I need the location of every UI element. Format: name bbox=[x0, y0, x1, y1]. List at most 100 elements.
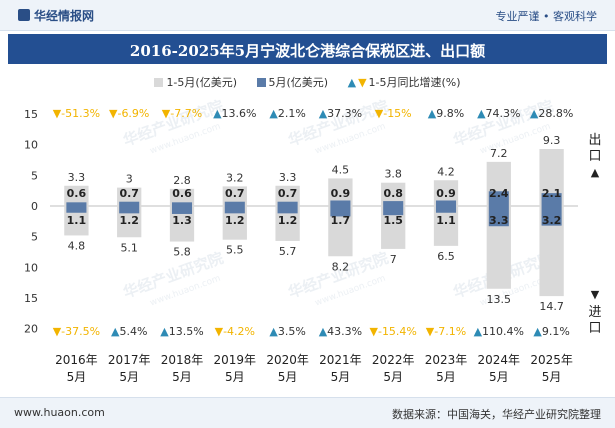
growth-label-down: ▼-4.2% bbox=[215, 325, 255, 338]
footer-bar: www.huaon.com 数据来源：中国海关，华经产业研究院整理 bbox=[0, 397, 615, 428]
month-box bbox=[488, 191, 509, 227]
growth-value: -7.7% bbox=[170, 107, 202, 120]
import-cum-label: 8.2 bbox=[332, 260, 350, 273]
up-triangle-icon: ▲ bbox=[530, 107, 539, 120]
y-tick-label: 15 bbox=[24, 292, 38, 305]
month-box bbox=[171, 202, 193, 214]
import-cum-label: 5.1 bbox=[120, 241, 138, 254]
import-side-label: 进 bbox=[588, 305, 601, 320]
month-box bbox=[330, 200, 351, 217]
footer-source: 数据来源：中国海关，华经产业研究院整理 bbox=[392, 408, 601, 421]
import-month-label: 1.1 bbox=[67, 214, 87, 227]
export-month-label: 0.7 bbox=[119, 187, 139, 200]
title-bar: 2016-2025年5月宁波北仑港综合保税区进、出口额 bbox=[8, 34, 607, 64]
growth-value: 3.5% bbox=[278, 325, 306, 338]
x-tick-label-year: 2017年 bbox=[108, 353, 151, 367]
legend-growth-label: 1-5月同比增速(%) bbox=[368, 76, 461, 89]
growth-labels: ▼-51.3%▼-37.5%▼-6.9%▲5.4%▼-7.7%▲13.5%▲13… bbox=[53, 107, 574, 338]
tagline: 专业严谨 • 客观科学 bbox=[495, 10, 597, 23]
growth-value: 74.3% bbox=[486, 107, 521, 120]
x-tick-label-year: 2024年 bbox=[478, 353, 521, 367]
down-triangle-icon: ▼ bbox=[375, 107, 384, 120]
growth-label-up: ▲5.4% bbox=[111, 325, 147, 338]
growth-label-up: ▲37.3% bbox=[319, 107, 362, 120]
month-box bbox=[541, 193, 562, 226]
import-month-label: 1.1 bbox=[436, 214, 456, 227]
cumulative-bar bbox=[169, 188, 195, 242]
legend-month-label: 5月(亿美元) bbox=[268, 76, 329, 89]
down-triangle-icon: ▼ bbox=[426, 325, 435, 338]
growth-label-down: ▼-15% bbox=[375, 107, 412, 120]
site-logo[interactable]: 华经情报网 bbox=[18, 7, 94, 24]
x-tick-label-month: 5月 bbox=[119, 370, 139, 384]
down-triangle-icon: ▼ bbox=[370, 325, 379, 338]
export-month-label: 0.8 bbox=[383, 187, 403, 200]
growth-label-down: ▼-37.5% bbox=[53, 325, 100, 338]
export-cum-label: 3.3 bbox=[68, 171, 86, 184]
export-cum-label: 3.3 bbox=[279, 171, 297, 184]
up-triangle-icon: ▲ bbox=[347, 76, 357, 89]
growth-value: 13.6% bbox=[222, 107, 257, 120]
import-side-label: 口 bbox=[588, 321, 601, 336]
y-axis-ticks: 15 10 5 0 5 10 15 20 bbox=[24, 108, 38, 336]
up-triangle-icon: ▲ bbox=[269, 107, 278, 120]
x-tick-label-year: 2020年 bbox=[266, 353, 309, 367]
x-tick-label-month: 5月 bbox=[331, 370, 351, 384]
export-month-label: 0.9 bbox=[436, 187, 456, 200]
import-cum-label: 13.5 bbox=[487, 293, 512, 306]
month-box bbox=[119, 201, 140, 214]
month-box bbox=[383, 201, 404, 216]
down-triangle-icon: ▼ bbox=[53, 107, 62, 120]
import-month-label: 1.2 bbox=[225, 214, 245, 227]
x-tick-label-year: 2023年 bbox=[425, 353, 468, 367]
x-tick-label-month: 5月 bbox=[278, 370, 298, 384]
up-triangle-icon: ▲ bbox=[213, 107, 222, 120]
x-tick-label-month: 5月 bbox=[67, 370, 87, 384]
x-tick-label-year: 2016年 bbox=[55, 353, 98, 367]
export-cum-label: 7.2 bbox=[490, 147, 508, 160]
x-tick-label-year: 2025年 bbox=[530, 353, 573, 367]
growth-label-up: ▲9.1% bbox=[533, 325, 569, 338]
export-cum-label: 2.8 bbox=[173, 174, 191, 187]
growth-value: 9.1% bbox=[542, 325, 570, 338]
footer-url[interactable]: www.huaon.com bbox=[14, 406, 105, 419]
month-boxes bbox=[66, 191, 562, 227]
chart-legend: 1-5月(亿美元) 5月(亿美元) ▲ ▼ 1-5月同比增速(%) bbox=[0, 74, 615, 90]
legend-cumulative-label: 1-5月(亿美元) bbox=[166, 76, 237, 89]
x-tick-label-month: 5月 bbox=[383, 370, 403, 384]
import-cum-label: 5.7 bbox=[279, 245, 297, 258]
export-side-label: 口 bbox=[588, 149, 601, 164]
month-box bbox=[224, 201, 245, 214]
cumulative-bar bbox=[381, 182, 406, 249]
x-tick-label-month: 5月 bbox=[489, 370, 509, 384]
import-month-label: 1.7 bbox=[331, 214, 351, 227]
x-tick-label-year: 2019年 bbox=[214, 353, 257, 367]
growth-label-up: ▲110.4% bbox=[474, 325, 524, 338]
export-month-label: 0.7 bbox=[225, 187, 245, 200]
up-triangle-icon: ▲ bbox=[474, 325, 483, 338]
import-cum-label: 5.8 bbox=[173, 246, 191, 259]
growth-label-up: ▲3.5% bbox=[269, 325, 305, 338]
legend-cumulative: 1-5月(亿美元) bbox=[154, 74, 237, 90]
export-cum-label: 3.2 bbox=[226, 171, 244, 184]
growth-value: -51.3% bbox=[61, 107, 100, 120]
x-tick-label-year: 2022年 bbox=[372, 353, 415, 367]
export-month-label: 2.4 bbox=[489, 187, 509, 200]
logo-icon bbox=[18, 9, 30, 21]
import-month-label: 3.2 bbox=[542, 214, 562, 227]
growth-label-up: ▲9.8% bbox=[428, 107, 464, 120]
data-labels: 3.3 4.8 0.6 1.1 3 5.1 0.7 1.2 2.8 5.8 0.6 1.3 3.2 5.5… bbox=[67, 134, 564, 313]
growth-value: 43.3% bbox=[327, 325, 362, 338]
growth-value: 5.4% bbox=[119, 325, 147, 338]
down-triangle-icon: ▼ bbox=[53, 325, 62, 338]
export-month-label: 0.7 bbox=[278, 187, 298, 200]
export-cum-label: 9.3 bbox=[543, 134, 561, 147]
cumulative-bar bbox=[328, 178, 353, 257]
legend-growth: ▲ ▼ 1-5月同比增速(%) bbox=[348, 74, 461, 90]
y-tick-label: 5 bbox=[31, 169, 38, 182]
down-triangle-icon: ▼ bbox=[162, 107, 171, 120]
down-triangle-icon: ▼ bbox=[215, 325, 224, 338]
y-tick-label: 5 bbox=[31, 231, 38, 244]
growth-value: -37.5% bbox=[61, 325, 100, 338]
growth-value: 110.4% bbox=[482, 325, 524, 338]
